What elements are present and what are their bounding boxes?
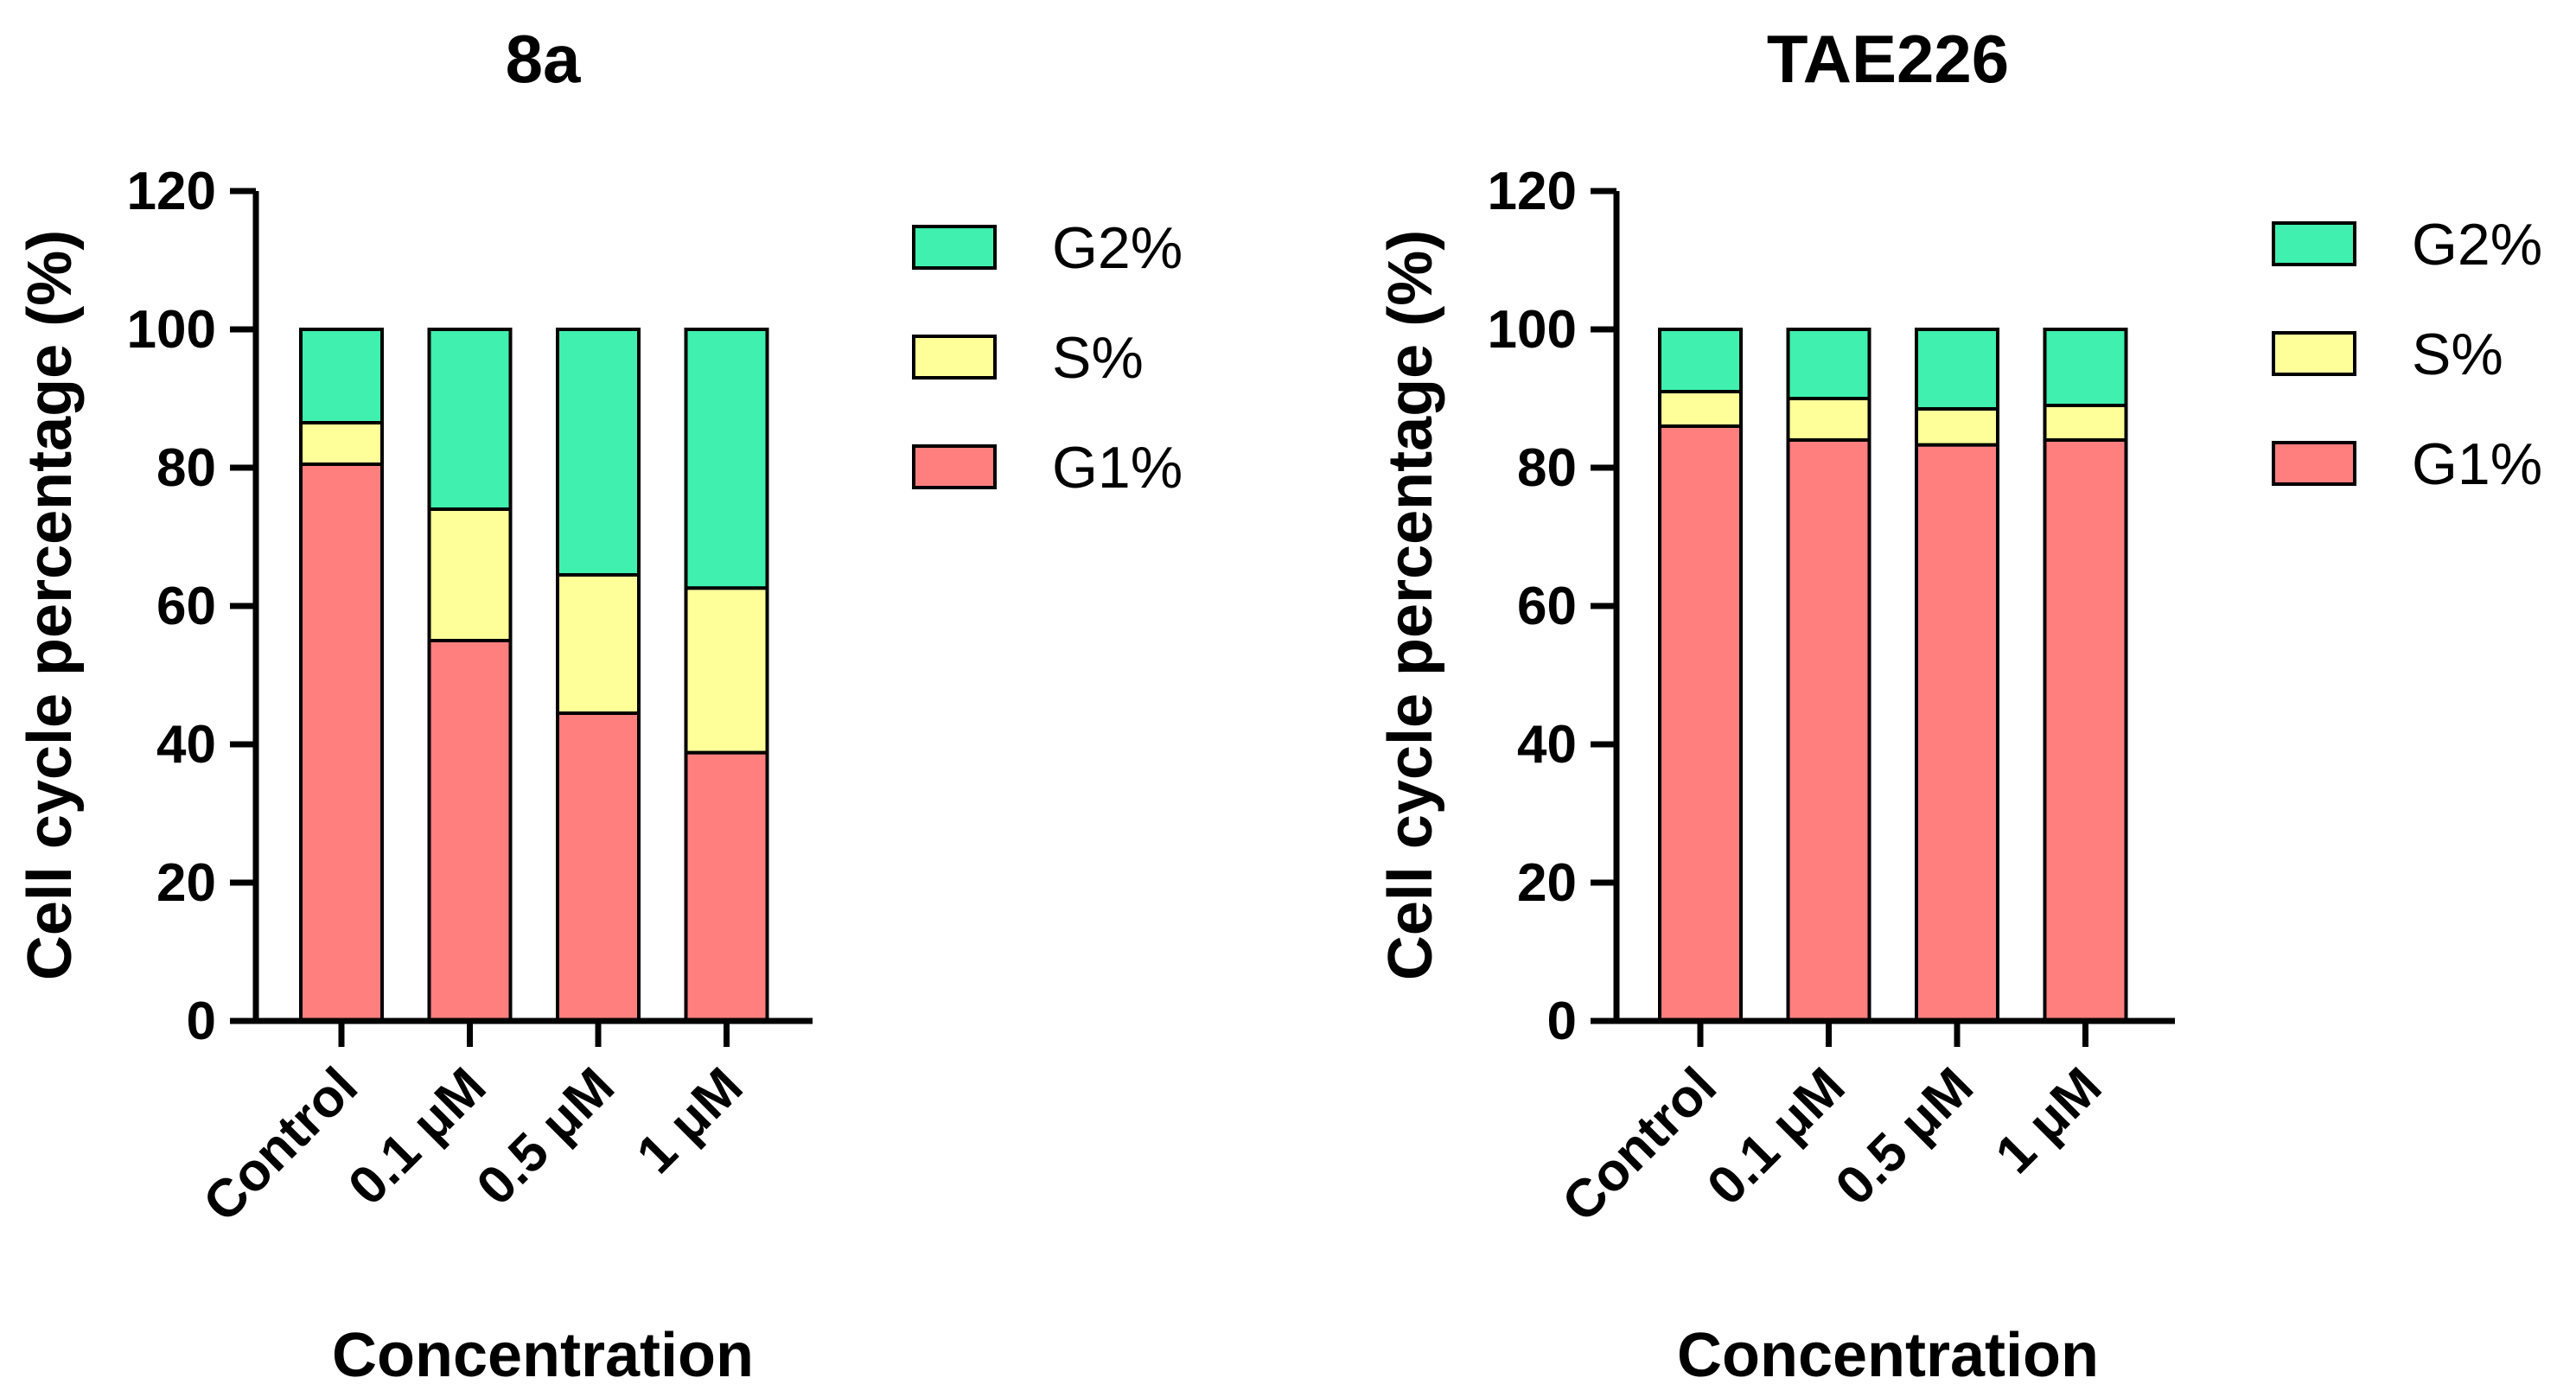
bar-segment-g1-2 bbox=[427, 639, 513, 1023]
legend: G2% S% G1% bbox=[912, 215, 1183, 501]
bar-segment-s-4 bbox=[2043, 404, 2128, 442]
legend-swatch-s bbox=[2272, 331, 2356, 376]
bar-segment-g2-3 bbox=[1915, 328, 1999, 411]
legend-swatch-g2 bbox=[2272, 221, 2356, 266]
x-tick-label: Control bbox=[1551, 1056, 1728, 1234]
y-tick-label: 80 bbox=[156, 438, 216, 498]
bar-segment-g1-1 bbox=[1658, 424, 1743, 1023]
bar-segment-g2-4 bbox=[684, 328, 769, 590]
y-tick-label: 0 bbox=[187, 992, 216, 1051]
bar-segment-g1-3 bbox=[556, 711, 641, 1023]
x-tick-label: Control bbox=[192, 1056, 369, 1234]
y-tick-label: 120 bbox=[127, 162, 216, 221]
legend-label-g1: G1% bbox=[1052, 435, 1183, 501]
bar-segment-s-4 bbox=[684, 586, 769, 755]
legend-swatch-g2 bbox=[912, 225, 997, 270]
bar-segment-s-3 bbox=[556, 573, 641, 715]
bar-segment-g1-4 bbox=[684, 750, 769, 1023]
x-tick-label: 1 μM bbox=[626, 1056, 755, 1185]
bar-segment-g2-4 bbox=[2043, 328, 2128, 407]
y-tick-label: 60 bbox=[1517, 577, 1577, 636]
y-tick-label: 120 bbox=[1488, 162, 1577, 221]
y-tick-label: 20 bbox=[156, 853, 216, 913]
chart-panel-8a: 8a Cell cycle percentage (%) Concentrati… bbox=[16, 21, 1183, 1390]
bar-segment-g1-1 bbox=[299, 462, 384, 1023]
chart-title: TAE226 bbox=[1767, 21, 2009, 97]
y-axis-label: Cell cycle percentage (%) bbox=[1376, 230, 1445, 980]
x-axis-label: Concentration bbox=[1677, 1321, 2099, 1390]
legend-label-s: S% bbox=[2412, 322, 2503, 387]
y-tick-label: 40 bbox=[1517, 715, 1577, 775]
y-tick-label: 40 bbox=[156, 715, 216, 775]
bar-segment-s-1 bbox=[299, 421, 384, 466]
y-tick-label: 60 bbox=[156, 577, 216, 636]
legend-label-g2: G2% bbox=[2412, 212, 2542, 277]
x-tick-label: 0.1 μM bbox=[337, 1056, 497, 1216]
legend-label-s: S% bbox=[1052, 325, 1144, 391]
bar-segment-s-2 bbox=[1786, 397, 1871, 442]
bar-segment-g2-2 bbox=[427, 328, 513, 511]
bar-segment-g2-3 bbox=[556, 328, 641, 577]
bar-segment-s-2 bbox=[427, 507, 513, 642]
y-tick-label: 100 bbox=[127, 300, 216, 360]
y-tick-label: 80 bbox=[1517, 438, 1577, 498]
legend-swatch-g1 bbox=[2272, 441, 2356, 486]
bar-segment-g2-1 bbox=[1658, 328, 1743, 393]
bar-segment-g1-3 bbox=[1915, 443, 1999, 1023]
legend-swatch-g1 bbox=[912, 444, 997, 489]
legend: G2% S% G1% bbox=[2272, 212, 2542, 497]
bar-segment-g1-4 bbox=[2043, 438, 2128, 1023]
x-tick-label: 0.5 μM bbox=[1825, 1056, 1985, 1216]
y-tick-label: 100 bbox=[1488, 300, 1577, 360]
bar-segment-s-1 bbox=[1658, 390, 1743, 428]
legend-label-g2: G2% bbox=[1052, 215, 1183, 281]
y-tick-label: 0 bbox=[1547, 992, 1577, 1051]
chart-panel-tae226: TAE226 Cell cycle percentage (%) Concent… bbox=[1376, 21, 2542, 1390]
chart-title: 8a bbox=[506, 21, 581, 97]
bar-segment-g2-2 bbox=[1786, 328, 1871, 400]
y-tick-label: 20 bbox=[1517, 853, 1577, 913]
x-tick-label: 0.5 μM bbox=[466, 1056, 626, 1216]
legend-swatch-s bbox=[912, 335, 997, 380]
y-axis-label: Cell cycle percentage (%) bbox=[16, 230, 85, 980]
bar-segment-g2-1 bbox=[299, 328, 384, 424]
x-tick-label: 1 μM bbox=[1985, 1056, 2114, 1185]
x-axis-label: Concentration bbox=[332, 1321, 754, 1390]
bar-segment-s-3 bbox=[1915, 407, 1999, 447]
x-tick-label: 0.1 μM bbox=[1696, 1056, 1856, 1216]
legend-label-g1: G1% bbox=[2412, 431, 2542, 497]
bar-segment-g1-2 bbox=[1786, 438, 1871, 1023]
